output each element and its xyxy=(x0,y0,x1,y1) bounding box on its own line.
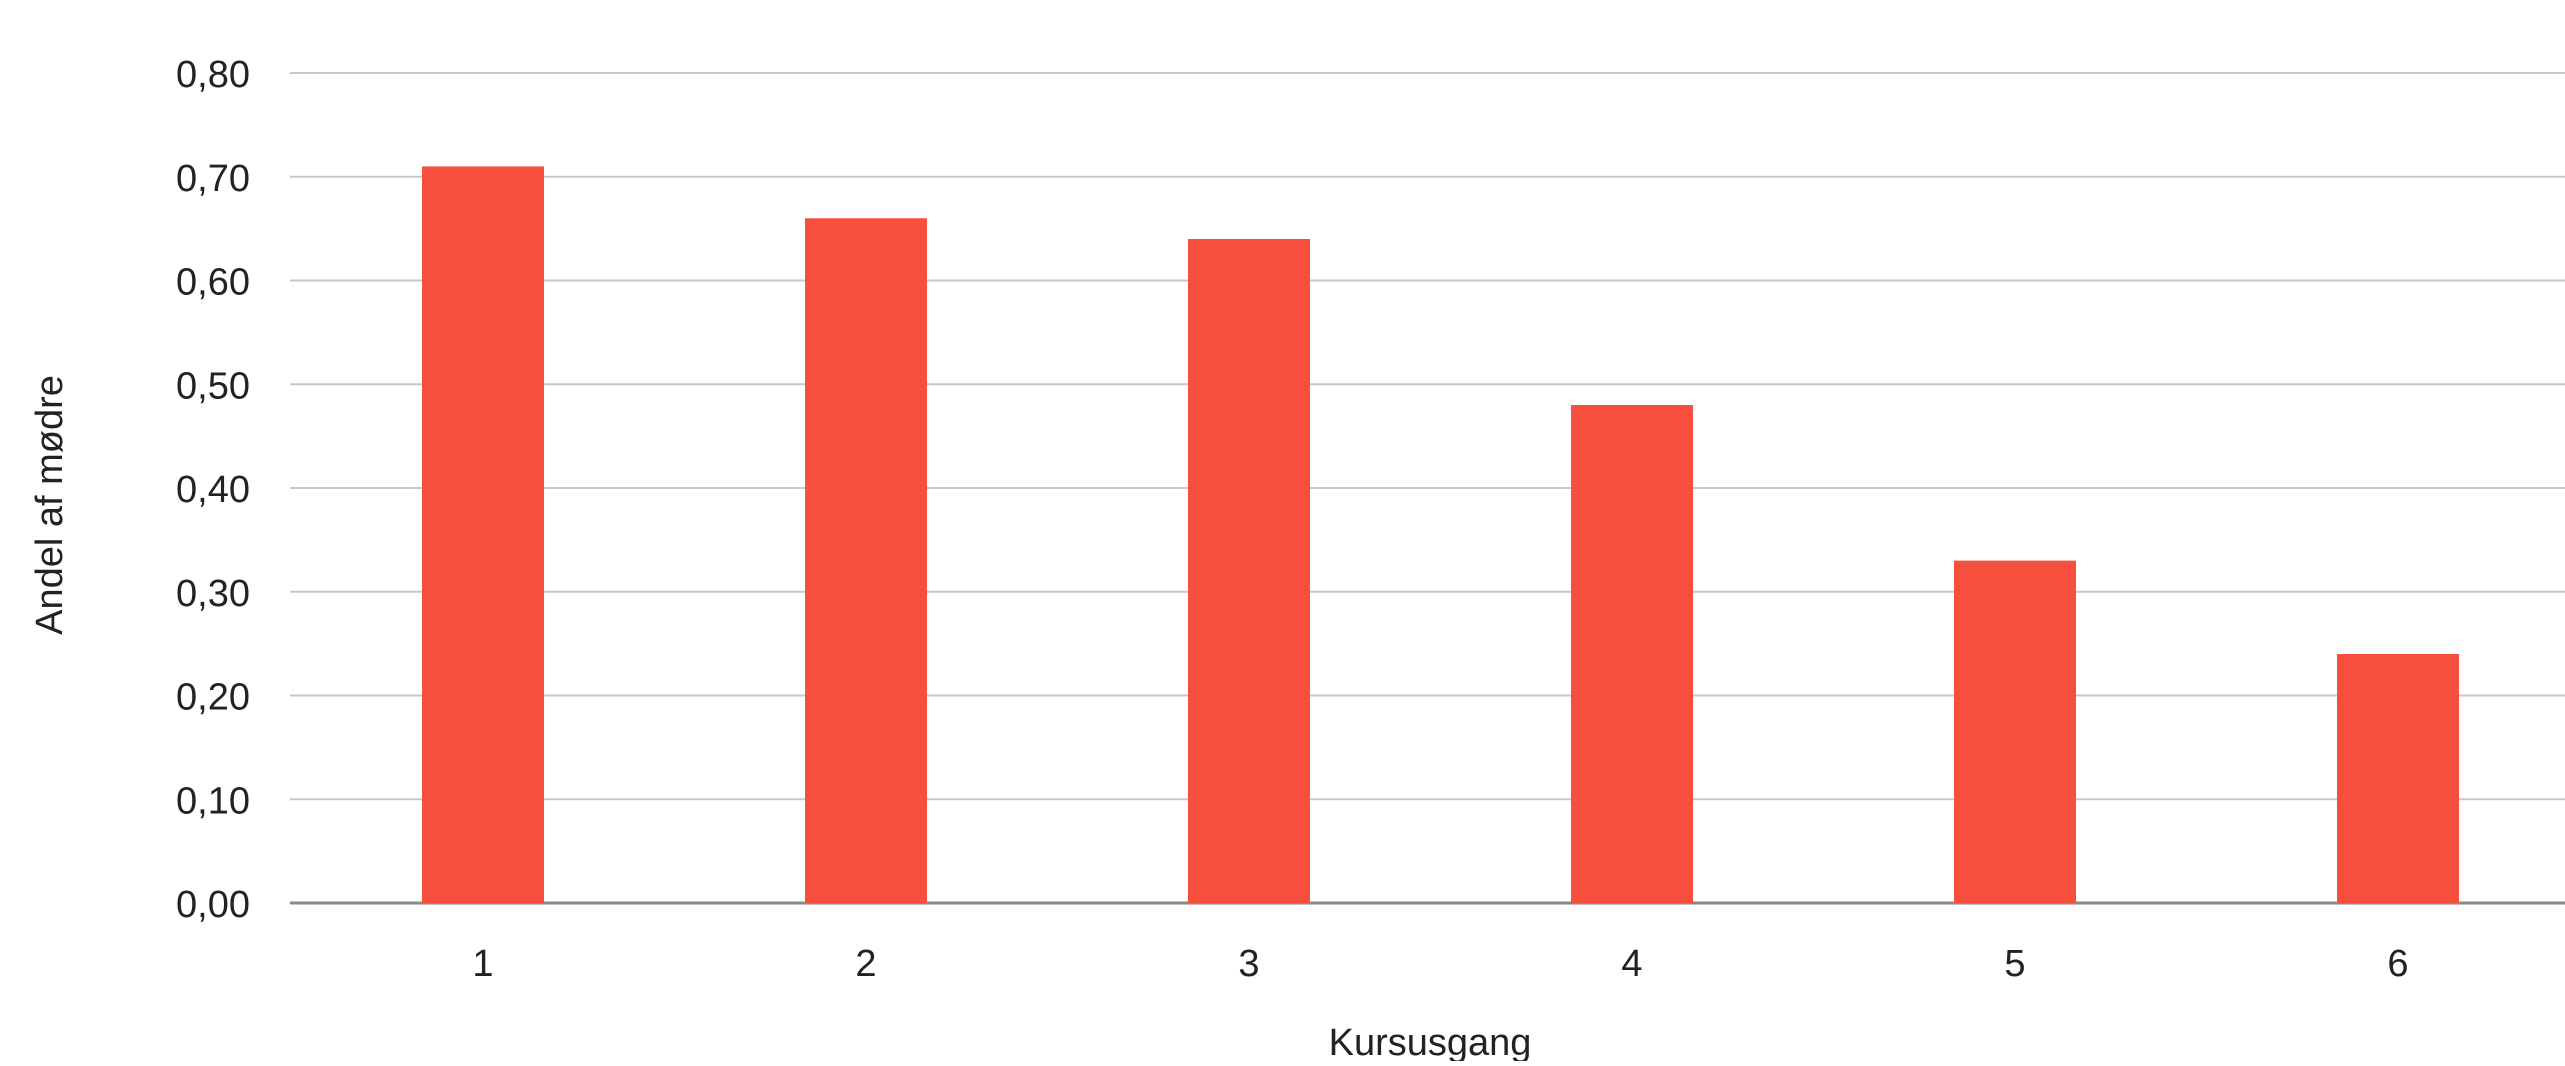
bar-1 xyxy=(422,166,544,903)
y-tick-label: 0,20 xyxy=(176,677,250,719)
gridlines xyxy=(290,72,2565,905)
y-tick-labels: 0,00 0,10 0,20 0,30 0,40 0,50 0,60 0,70 0,80 xyxy=(176,54,250,926)
y-tick-label: 0,00 xyxy=(176,884,250,926)
x-tick-label: 2 xyxy=(855,943,876,985)
bars xyxy=(422,166,2459,903)
y-tick-label: 0,30 xyxy=(176,573,250,615)
bar-3 xyxy=(1188,239,1310,903)
x-tick-label: 6 xyxy=(2387,943,2408,985)
y-axis-label: Andel af mødre xyxy=(29,375,71,635)
x-axis-label: Kursusgang xyxy=(1329,1022,1532,1061)
x-tick-label: 3 xyxy=(1238,943,1259,985)
bar-2 xyxy=(805,218,927,903)
x-tick-labels: 1 2 3 4 5 6 xyxy=(472,943,2408,985)
y-tick-label: 0,60 xyxy=(176,262,250,304)
x-tick-label: 1 xyxy=(472,943,493,985)
bar-4 xyxy=(1571,405,1693,903)
bar-5 xyxy=(1954,560,2076,903)
x-tick-label: 4 xyxy=(1621,943,1642,985)
y-tick-label: 0,10 xyxy=(176,780,250,822)
x-tick-label: 5 xyxy=(2004,943,2025,985)
y-tick-label: 0,40 xyxy=(176,469,250,511)
bar-6 xyxy=(2337,654,2459,903)
y-tick-label: 0,70 xyxy=(176,158,250,200)
y-tick-label: 0,80 xyxy=(176,54,250,96)
y-tick-label: 0,50 xyxy=(176,365,250,407)
